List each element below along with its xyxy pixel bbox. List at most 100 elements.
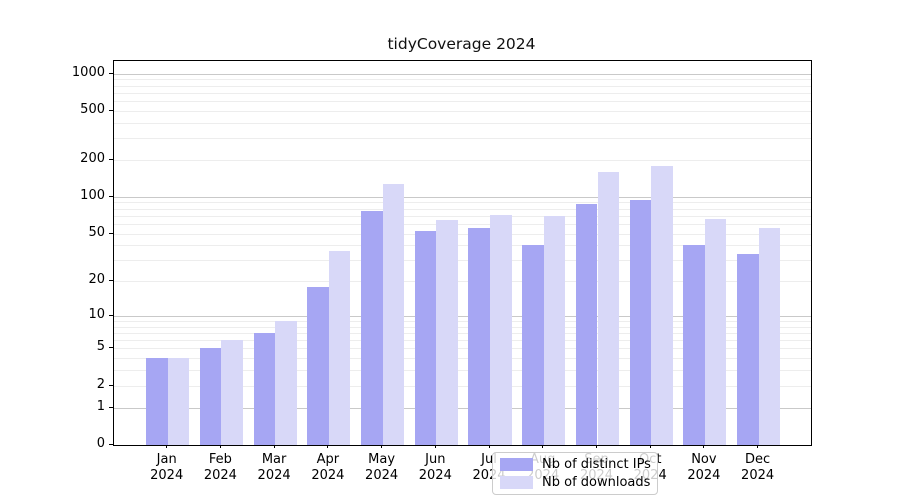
x-tick-label: Jun 2024 xyxy=(418,452,452,483)
y-tick-label: 1000 xyxy=(71,64,105,80)
bar-downloads-0 xyxy=(167,358,190,445)
x-tick-mark xyxy=(327,444,329,448)
chart-title: tidyCoverage 2024 xyxy=(387,35,536,53)
y-tick-label: 5 xyxy=(96,339,105,355)
legend: Nb of distinct IPs Nb of downloads xyxy=(492,452,658,495)
y-gridline-minor xyxy=(114,340,811,342)
bar-downloads-3 xyxy=(328,250,351,445)
plot-area: Nb of distinct IPs Nb of downloads xyxy=(113,60,812,495)
y-gridline-minor xyxy=(114,333,811,334)
y-tick-label: 500 xyxy=(80,101,105,117)
bar-downloads-8 xyxy=(597,172,620,445)
y-gridline-minor xyxy=(114,348,811,350)
y-gridline-minor xyxy=(114,92,811,94)
bar-ips-8 xyxy=(575,204,598,445)
bar-ips-6 xyxy=(468,227,490,445)
x-tick-mark xyxy=(757,444,759,448)
y-tick-mark xyxy=(109,384,113,386)
bar-ips-1 xyxy=(199,348,222,445)
y-gridline-minor xyxy=(114,233,811,235)
x-tick-mark xyxy=(219,444,221,448)
y-gridline-minor xyxy=(114,245,811,247)
bar-downloads-11 xyxy=(758,227,781,445)
bar-ips-9 xyxy=(629,199,652,445)
x-tick-mark xyxy=(434,444,436,448)
x-tick-label: Feb 2024 xyxy=(203,452,237,483)
y-gridline-minor xyxy=(114,385,811,387)
y-tick-label: 200 xyxy=(80,150,105,166)
y-gridline-minor xyxy=(114,321,811,322)
bar-downloads-4 xyxy=(382,184,405,445)
x-tick-mark xyxy=(273,444,275,448)
x-tick-mark xyxy=(649,444,651,448)
y-gridline-minor xyxy=(114,208,811,210)
y-tick-mark xyxy=(109,406,113,408)
y-tick-label: 20 xyxy=(88,272,105,288)
y-gridline-minor xyxy=(114,260,811,262)
y-tick-label: 50 xyxy=(88,224,105,240)
bar-ips-7 xyxy=(522,245,544,445)
bar-downloads-6 xyxy=(490,214,512,445)
y-gridline-minor xyxy=(114,79,811,81)
x-tick-label: Mar 2024 xyxy=(257,452,291,483)
y-tick-label: 2 xyxy=(96,376,105,392)
y-gridline-major xyxy=(114,73,811,75)
legend-swatch-downloads xyxy=(500,476,533,489)
bar-downloads-5 xyxy=(436,219,458,445)
y-tick-mark xyxy=(109,158,113,160)
y-tick-label: 1 xyxy=(96,398,105,414)
legend-item-downloads: Nb of downloads xyxy=(500,475,650,490)
bar-ips-11 xyxy=(737,253,759,445)
y-gridline-minor xyxy=(114,370,811,372)
y-gridline-minor xyxy=(114,122,811,124)
y-tick-mark xyxy=(109,347,113,349)
x-tick-mark xyxy=(488,444,490,448)
y-gridline-minor xyxy=(114,159,811,161)
y-gridline-minor xyxy=(114,326,811,328)
y-gridline-minor xyxy=(114,101,811,102)
y-tick-mark xyxy=(109,195,113,197)
y-gridline-minor xyxy=(114,138,811,140)
y-gridline-major xyxy=(114,407,811,409)
x-tick-label: Apr 2024 xyxy=(311,452,345,483)
legend-label-downloads: Nb of downloads xyxy=(542,475,651,490)
x-tick-mark xyxy=(542,444,544,448)
bar-downloads-10 xyxy=(704,218,727,445)
x-tick-mark xyxy=(166,444,168,448)
bar-downloads-1 xyxy=(221,340,243,445)
y-gridline-minor xyxy=(114,202,811,204)
y-tick-label: 10 xyxy=(88,306,105,322)
y-tick-mark xyxy=(109,232,113,234)
x-tick-mark xyxy=(703,444,705,448)
bar-ips-5 xyxy=(414,231,437,445)
y-gridline-minor xyxy=(114,215,811,217)
bar-ips-0 xyxy=(146,358,168,445)
bar-downloads-9 xyxy=(651,166,673,445)
y-tick-mark xyxy=(109,314,113,316)
y-gridline-major xyxy=(114,196,811,198)
legend-label-distinct-ips: Nb of distinct IPs xyxy=(542,457,651,472)
x-tick-mark xyxy=(596,444,597,448)
y-tick-label: 0 xyxy=(96,435,105,451)
y-tick-label: 100 xyxy=(80,187,105,203)
y-gridline-minor xyxy=(114,110,811,112)
x-tick-label: Jan 2024 xyxy=(150,452,184,483)
x-tick-mark xyxy=(381,444,383,448)
bar-downloads-2 xyxy=(275,321,297,445)
x-tick-label: Dec 2024 xyxy=(741,452,775,483)
x-tick-label: May 2024 xyxy=(365,452,399,483)
y-gridline-minor xyxy=(114,85,811,87)
x-tick-label: Nov 2024 xyxy=(687,452,721,483)
y-gridline-minor xyxy=(114,358,811,360)
bar-ips-2 xyxy=(253,333,276,445)
legend-item-distinct-ips: Nb of distinct IPs xyxy=(500,457,651,472)
bar-downloads-7 xyxy=(543,215,566,445)
y-tick-mark xyxy=(109,109,113,111)
bar-ips-10 xyxy=(683,245,705,445)
y-gridline-major xyxy=(114,315,811,317)
y-gridline-minor xyxy=(114,281,811,283)
y-gridline-minor xyxy=(114,223,811,225)
y-tick-mark xyxy=(109,280,113,282)
bar-ips-4 xyxy=(361,211,383,445)
